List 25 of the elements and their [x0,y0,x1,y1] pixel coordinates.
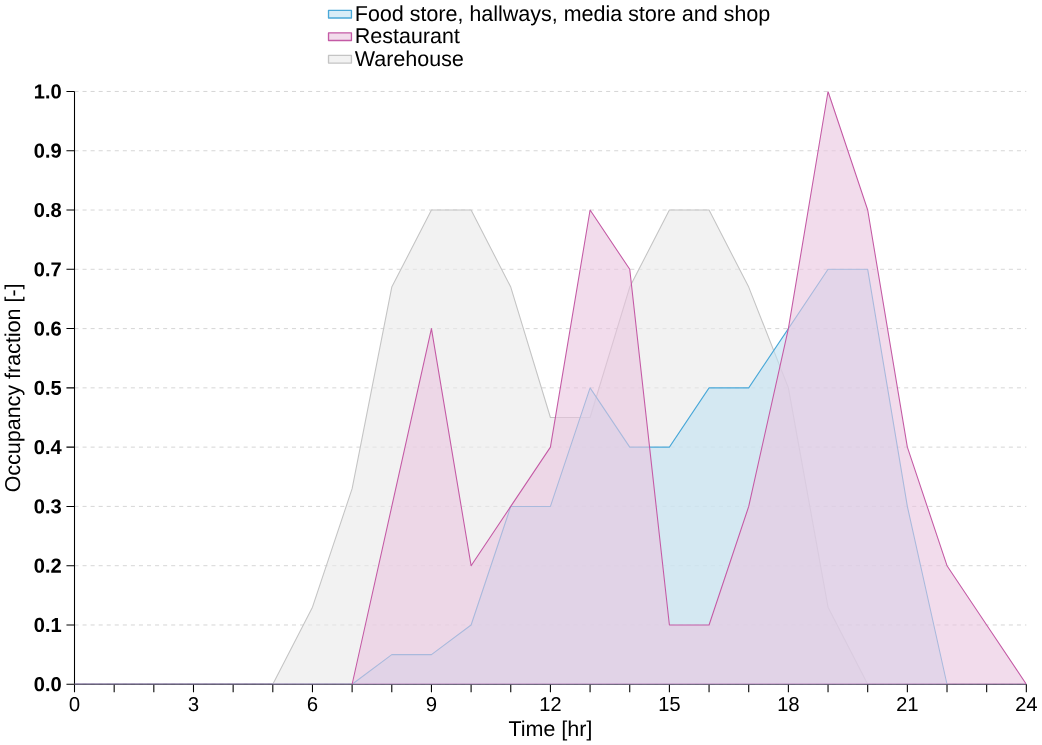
x-tick-label: 6 [307,697,318,712]
y-tick-label: 0.3 [34,499,61,514]
y-tick-label: 0.8 [34,202,62,218]
y-tick-label: 0.0 [34,677,61,692]
y-tick-label: 0.6 [34,321,61,336]
x-tick-label: 24 [1016,697,1037,712]
y-tick-label: 0.2 [34,558,61,573]
y-tick-label: 0.1 [34,617,62,633]
y-tick-label: 0.5 [34,380,62,395]
legend-label: Warehouse [354,50,463,67]
x-axis-title: Time [hr] [508,720,591,741]
x-tick-label: 15 [659,697,680,712]
x-tick-label: 0 [69,697,80,712]
y-tick-label: 0.7 [34,262,61,277]
y-axis-title: Occupancy fraction [-] [4,284,25,492]
y-tick-label: 1.0 [34,84,61,99]
x-tick-label: 18 [778,697,799,712]
x-tick-label: 9 [426,697,437,712]
x-tick-label: 21 [897,697,918,712]
x-tick-label: 3 [188,697,199,712]
y-tick-label: 0.4 [34,440,62,455]
legend-label: Restaurant [356,28,460,44]
y-tick-label: 0.9 [34,143,61,158]
legend-label: Food store, hallways, media store and shop [356,5,770,26]
x-tick-label: 12 [540,697,561,712]
